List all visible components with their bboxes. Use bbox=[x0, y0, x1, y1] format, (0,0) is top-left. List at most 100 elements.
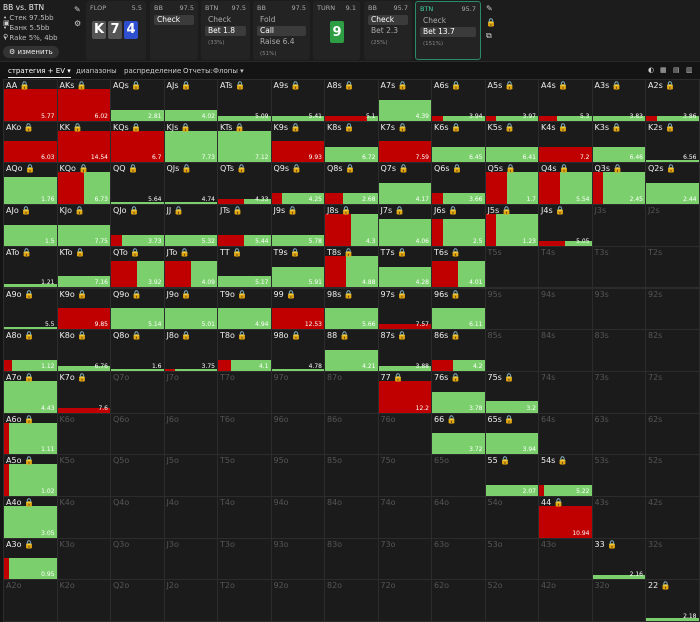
hand-cell[interactable]: 4.78 98o 🔒 bbox=[270, 329, 325, 372]
hand-cell[interactable]: 42o bbox=[538, 579, 593, 622]
hand-cell[interactable]: 84o bbox=[324, 496, 379, 539]
hand-cell[interactable]: Q4o bbox=[110, 496, 165, 539]
street-panel-2[interactable]: BTN 97.5 Check Bet 1.8 (33%) bbox=[201, 1, 250, 60]
hand-cell[interactable]: 4.25 Q9s 🔒 bbox=[270, 162, 325, 206]
hand-cell[interactable]: 76o bbox=[377, 412, 432, 456]
hand-cell[interactable]: 84s bbox=[538, 329, 593, 372]
hand-cell[interactable]: 9.85 K9o 🔒 bbox=[56, 287, 111, 331]
hand-cell[interactable]: 3.78 76s 🔒 bbox=[431, 370, 486, 414]
hand-cell[interactable]: J4o bbox=[163, 496, 218, 539]
hand-cell[interactable]: 52o bbox=[484, 579, 539, 622]
hand-cell[interactable]: 5.5 A9o 🔒 bbox=[3, 287, 58, 331]
settings-icon[interactable]: ⚙ bbox=[74, 19, 82, 28]
hand-cell[interactable]: T3o bbox=[217, 537, 272, 581]
hand-cell[interactable]: 5.54 Q4s 🔒 bbox=[538, 162, 593, 206]
hand-cell[interactable]: 4.06 J7s 🔒 bbox=[377, 204, 432, 247]
hand-cell[interactable]: 2.07 55 🔒 bbox=[484, 454, 539, 497]
hand-cell[interactable]: 74s bbox=[538, 370, 593, 414]
hand-cell[interactable]: 9.93 K9s 🔒 bbox=[270, 120, 325, 164]
hand-cell[interactable]: 1.5 AJo 🔒 bbox=[3, 204, 58, 247]
hand-cell[interactable]: J7o bbox=[163, 370, 218, 414]
hand-cell[interactable]: Q5o bbox=[110, 454, 165, 497]
hand-cell[interactable]: 5.41 A9s 🔒 bbox=[270, 79, 325, 122]
hand-cell[interactable]: 5.3 A4s 🔒 bbox=[538, 79, 593, 122]
hand-cell[interactable]: 62s bbox=[645, 412, 700, 456]
hand-cell[interactable]: 3.72 66 🔒 bbox=[431, 412, 486, 456]
hand-cell[interactable]: 4.09 JTo 🔒 bbox=[163, 245, 218, 289]
hand-cell[interactable]: 5.17 TT 🔒 bbox=[217, 245, 272, 289]
hand-cell[interactable]: 73s bbox=[591, 370, 646, 414]
copy-icon[interactable]: ⧉ bbox=[486, 31, 492, 40]
street-panel-0[interactable]: FLOP 5.5 K 7 4 bbox=[86, 1, 146, 60]
hand-cell[interactable]: 3.94 A6s 🔒 bbox=[431, 79, 486, 122]
hand-cell[interactable]: 5.78 J9s 🔒 bbox=[270, 204, 325, 247]
hand-cell[interactable]: 14.54 KK 🔒 bbox=[56, 120, 111, 164]
hand-cell[interactable]: 43s bbox=[591, 496, 646, 539]
tab-distribution[interactable]: распределение bbox=[124, 67, 182, 75]
hand-cell[interactable]: 85o bbox=[324, 454, 379, 497]
hand-cell[interactable]: 3.88 87s 🔒 bbox=[377, 329, 432, 372]
list-icon[interactable]: ▤ bbox=[673, 66, 680, 74]
hand-cell[interactable]: K3o bbox=[56, 537, 111, 581]
hand-cell[interactable]: 3.73 QJo 🔒 bbox=[110, 204, 165, 247]
hand-cell[interactable]: 1.11 A6o 🔒 bbox=[3, 412, 58, 456]
hand-cell[interactable]: 0.95 A3o 🔒 bbox=[3, 537, 58, 581]
hand-cell[interactable]: 92s bbox=[645, 287, 700, 331]
hand-cell[interactable]: K6o bbox=[56, 412, 111, 456]
hand-cell[interactable]: 7.73 KJs 🔒 bbox=[163, 120, 218, 164]
street-panel-6[interactable]: BTN 95.7 Check Bet 13.7 (151%) bbox=[415, 1, 481, 60]
lock-icon[interactable]: 🔒 bbox=[486, 18, 496, 27]
hand-cell[interactable]: 3.97 A5s 🔒 bbox=[484, 79, 539, 122]
hand-cell[interactable]: Q2o bbox=[110, 579, 165, 622]
street-panel-5[interactable]: BB 95.7 Check Bet 2.3 (25%) bbox=[364, 1, 412, 60]
hand-cell[interactable]: J6o bbox=[163, 412, 218, 456]
view-icon[interactable]: ◐ bbox=[648, 66, 655, 74]
hand-cell[interactable]: 2.16 33 🔒 bbox=[591, 537, 646, 581]
hand-cell[interactable]: 5.77 AA 🔒 bbox=[3, 79, 58, 122]
hand-cell[interactable]: 4.28 T7s 🔒 bbox=[377, 245, 432, 289]
street-panel-3[interactable]: BB 97.5 Fold Call Raise 6.4 (51%) bbox=[253, 1, 310, 60]
hand-cell[interactable]: 6.03 AKo 🔒 bbox=[3, 120, 58, 164]
hand-cell[interactable]: 5.64 QQ 🔒 bbox=[110, 162, 165, 206]
action-option[interactable]: Check bbox=[154, 15, 194, 25]
hand-cell[interactable]: 4.21 88 🔒 bbox=[324, 329, 379, 372]
tab-strategy-ev[interactable]: стратегия + EV ▾ bbox=[8, 67, 71, 78]
hand-cell[interactable]: 5.32 JJ 🔒 bbox=[163, 204, 218, 247]
hand-cell[interactable]: 4.01 T6s 🔒 bbox=[431, 245, 486, 289]
action-option[interactable]: Check bbox=[205, 15, 246, 25]
hand-cell[interactable]: J3s bbox=[591, 204, 646, 247]
hand-cell[interactable]: 6.7 KQs 🔒 bbox=[110, 120, 165, 164]
hand-cell[interactable]: T6o bbox=[217, 412, 272, 456]
hand-cell[interactable]: 32o bbox=[591, 579, 646, 622]
hand-cell[interactable]: 6.56 K2s 🔒 bbox=[645, 120, 700, 164]
hand-cell[interactable]: 4.1 T8o 🔒 bbox=[217, 329, 272, 372]
hand-cell[interactable]: 1.21 ATo 🔒 bbox=[3, 245, 58, 289]
hand-cell[interactable]: 6.45 K6s 🔒 bbox=[431, 120, 486, 164]
hand-cell[interactable]: 53s bbox=[591, 454, 646, 497]
hand-cell[interactable]: 86o bbox=[324, 412, 379, 456]
hand-cell[interactable]: 83o bbox=[324, 537, 379, 581]
hand-cell[interactable]: J3o bbox=[163, 537, 218, 581]
hand-cell[interactable]: 5.91 T9s 🔒 bbox=[270, 245, 325, 289]
hand-cell[interactable]: 96o bbox=[270, 412, 325, 456]
hand-cell[interactable]: 6.46 K3s 🔒 bbox=[591, 120, 646, 164]
hand-cell[interactable]: 85s bbox=[484, 329, 539, 372]
hand-cell[interactable]: 3.92 QTo 🔒 bbox=[110, 245, 165, 289]
edit-icon[interactable]: ✎ bbox=[74, 5, 81, 14]
hand-cell[interactable]: 4.2 86s 🔒 bbox=[431, 329, 486, 372]
hand-cell[interactable]: 2.81 AQs 🔒 bbox=[110, 79, 165, 122]
street-panel-1[interactable]: BB 97.5 Check bbox=[150, 1, 198, 60]
hand-cell[interactable]: 4.39 A7s 🔒 bbox=[377, 79, 432, 122]
change-button[interactable]: ⚙ изменить bbox=[3, 46, 59, 58]
hand-cell[interactable]: 63o bbox=[431, 537, 486, 581]
edit-icon[interactable]: ✎ bbox=[486, 4, 493, 13]
hand-cell[interactable]: 93s bbox=[591, 287, 646, 331]
hand-cell[interactable]: 4.17 Q7s 🔒 bbox=[377, 162, 432, 206]
hand-cell[interactable]: 7.75 KJo 🔒 bbox=[56, 204, 111, 247]
hand-cell[interactable]: 3.83 A3s 🔒 bbox=[591, 79, 646, 122]
hand-cell[interactable]: 1.12 A8o 🔒 bbox=[3, 329, 58, 372]
hand-cell[interactable]: 6.76 K8o 🔒 bbox=[56, 329, 111, 372]
hand-cell[interactable]: 6.02 AKs 🔒 bbox=[56, 79, 111, 122]
hand-cell[interactable]: 87o bbox=[324, 370, 379, 414]
hand-cell[interactable]: 4.43 A7o 🔒 bbox=[3, 370, 58, 414]
